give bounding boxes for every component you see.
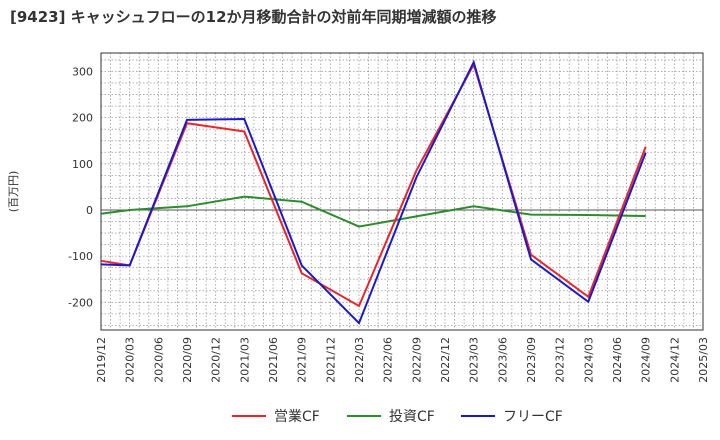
legend-swatch-free-cf [461, 415, 495, 417]
legend-label-operating-cf: 営業CF [274, 409, 320, 425]
y-tick-label: 0 [86, 204, 93, 217]
y-tick-label: -200 [68, 296, 93, 309]
y-tick-label: 100 [72, 158, 93, 171]
x-tick-label: 2025/03 [697, 337, 710, 383]
x-tick-label: 2019/12 [95, 337, 108, 383]
y-axis-label: (百万円) [7, 171, 20, 213]
legend-item-investing-cf: 投資CF [347, 404, 435, 428]
series-line-free-cf [100, 59, 647, 325]
x-tick-label: 2023/09 [525, 337, 538, 383]
x-tick-label: 2021/12 [324, 337, 337, 383]
x-tick-label: 2022/12 [439, 337, 452, 383]
x-tick-label: 2022/06 [382, 337, 395, 383]
y-tick-label: 200 [72, 112, 93, 125]
plot-frame [100, 52, 704, 331]
series-line-investing-cf [100, 195, 646, 228]
x-tick-label: 2021/06 [267, 337, 280, 383]
chart-legend: 営業CF 投資CF フリーCF [0, 404, 720, 428]
legend-swatch-operating-cf [232, 415, 266, 417]
x-tick-label: 2023/06 [496, 337, 509, 383]
x-tick-label: 2024/03 [582, 337, 595, 383]
legend-swatch-investing-cf [347, 415, 381, 417]
x-tick-label: 2022/03 [353, 337, 366, 383]
plot-area [101, 53, 703, 330]
x-tick-label: 2024/06 [611, 337, 624, 383]
legend-label-free-cf: フリーCF [503, 409, 563, 425]
x-tick-label: 2024/09 [640, 337, 653, 383]
x-tick-label: 2022/09 [410, 337, 423, 383]
legend-label-investing-cf: 投資CF [389, 409, 435, 425]
legend-item-free-cf: フリーCF [461, 404, 563, 428]
y-tick-label: 300 [72, 65, 93, 78]
x-tick-label: 2020/03 [124, 337, 137, 383]
x-tick-label: 2021/09 [296, 337, 309, 383]
y-tick-label: -100 [68, 250, 93, 263]
x-tick-label: 2023/03 [468, 337, 481, 383]
chart-title: [9423] キャッシュフローの12か月移動合計の対前年同期増減額の推移 [10, 8, 497, 26]
x-tick-label: 2020/09 [181, 337, 194, 383]
x-tick-label: 2024/12 [668, 337, 681, 383]
x-tick-label: 2020/06 [152, 337, 165, 383]
legend-item-operating-cf: 営業CF [232, 404, 320, 428]
x-tick-label: 2021/03 [238, 337, 251, 383]
x-tick-label: 2020/12 [210, 337, 223, 383]
x-tick-label: 2023/12 [554, 337, 567, 383]
